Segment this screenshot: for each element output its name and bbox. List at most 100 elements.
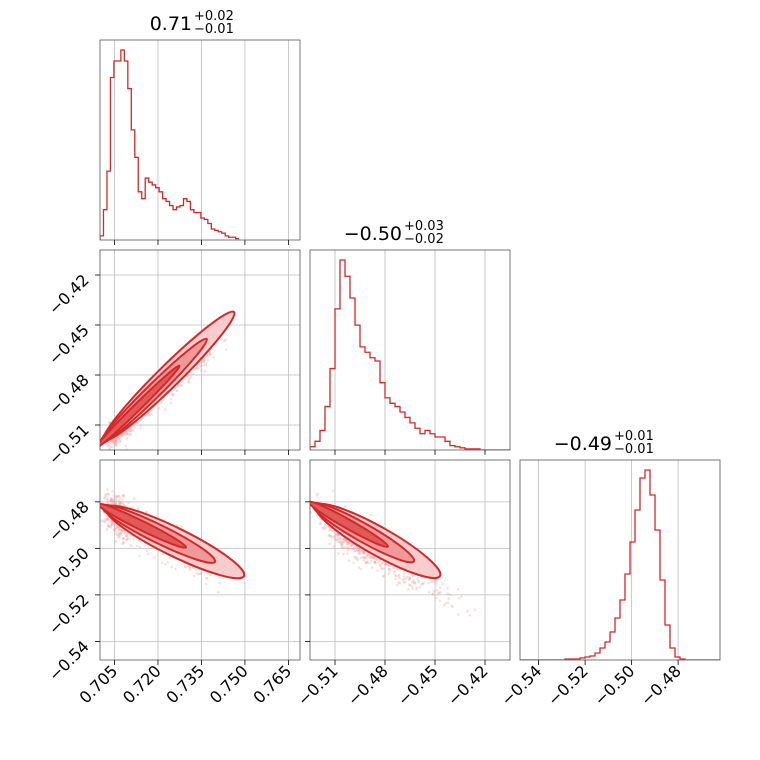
density-region xyxy=(100,488,246,594)
x-tick-label: −0.52 xyxy=(544,661,592,709)
scatter-point xyxy=(114,501,117,504)
scatter-point xyxy=(197,572,200,576)
scatter-point xyxy=(140,418,143,421)
scatter-point xyxy=(337,552,340,555)
scatter-point xyxy=(188,567,191,570)
scatter-point xyxy=(143,544,147,547)
scatter-point xyxy=(198,362,201,365)
scatter-point xyxy=(358,548,362,551)
scatter-point xyxy=(126,429,129,433)
scatter-point xyxy=(408,584,412,587)
scatter-point xyxy=(346,541,350,544)
scatter-point xyxy=(343,538,347,542)
histogram-panel-1: −0.50 +0.03−0.02 xyxy=(309,219,511,455)
scatter-point xyxy=(115,438,118,442)
scatter-point xyxy=(166,561,170,564)
scatter-point xyxy=(196,366,200,370)
scatter-point xyxy=(368,555,372,559)
scatter-point xyxy=(119,440,122,443)
scatter-point xyxy=(375,558,379,562)
x-tick-label: −0.45 xyxy=(394,661,442,709)
scatter-point xyxy=(146,552,150,556)
scatter-point xyxy=(446,601,450,605)
scatter-point xyxy=(118,503,122,506)
scatter-point xyxy=(404,581,407,584)
scatter-point xyxy=(361,549,364,553)
scatter-point xyxy=(386,563,390,566)
scatter-point xyxy=(135,421,139,424)
scatter-point xyxy=(336,533,339,536)
scatter-point xyxy=(122,431,125,435)
scatter-point xyxy=(111,440,114,444)
scatter-point xyxy=(392,566,396,569)
x-tick-label: −0.54 xyxy=(497,661,545,709)
scatter-point xyxy=(195,571,199,575)
scatter-point xyxy=(323,523,327,527)
scatter-point xyxy=(408,576,412,579)
scatter-point xyxy=(374,562,377,565)
scatter-point xyxy=(106,444,110,447)
scatter-point xyxy=(114,438,118,442)
scatter-point xyxy=(359,567,363,571)
scatter-point xyxy=(105,517,108,521)
grid-lines xyxy=(114,40,289,240)
scatter-point xyxy=(107,443,110,447)
scatter-point xyxy=(218,581,222,585)
scatter-point xyxy=(346,546,350,549)
scatter-point xyxy=(112,494,116,497)
scatter-point xyxy=(353,555,356,559)
scatter-point xyxy=(427,591,431,594)
contour-fill-3 xyxy=(100,365,180,448)
scatter-point xyxy=(121,502,125,505)
scatter-point xyxy=(118,503,121,506)
scatter-point xyxy=(115,499,118,503)
scatter-point xyxy=(121,529,124,532)
scatter-point xyxy=(195,367,199,370)
scatter-point xyxy=(126,534,129,538)
x-tick-label: 0.750 xyxy=(206,661,252,707)
scatter-point xyxy=(435,596,438,600)
scatter-point xyxy=(103,497,106,500)
scatter-point xyxy=(145,510,148,514)
scatter-point xyxy=(324,527,327,530)
scatter-point xyxy=(438,599,442,603)
scatter-point xyxy=(119,435,123,439)
scatter-point xyxy=(107,523,110,526)
scatter-point xyxy=(402,580,405,584)
scatter-point xyxy=(340,546,344,550)
scatter-point xyxy=(359,551,362,554)
scatter-point xyxy=(335,538,339,542)
scatter-point xyxy=(109,499,113,502)
scatter-point xyxy=(180,383,184,387)
scatter-point xyxy=(107,525,111,528)
scatter-point xyxy=(366,560,369,563)
scatter-point xyxy=(117,534,121,537)
scatter-point xyxy=(138,545,142,549)
scatter-point xyxy=(369,553,372,557)
scatter-point xyxy=(346,543,349,546)
scatter-point xyxy=(129,544,133,547)
scatter-point xyxy=(110,522,114,525)
y-tick-label: −0.42 xyxy=(45,270,93,318)
scatter-point xyxy=(364,556,367,560)
scatter-point xyxy=(434,578,437,582)
scatter-point xyxy=(181,380,185,384)
scatter-point xyxy=(397,573,401,577)
param-lower-error: −0.02 xyxy=(404,232,444,247)
scatter-point xyxy=(450,604,453,607)
scatter-point xyxy=(113,522,116,526)
scatter-point xyxy=(113,439,117,442)
scatter-point xyxy=(206,355,209,358)
scatter-point xyxy=(203,369,207,373)
scatter-point xyxy=(171,393,174,397)
scatter-point xyxy=(329,528,333,532)
scatter-point xyxy=(337,536,341,540)
scatter-point xyxy=(168,556,172,560)
scatter-point xyxy=(109,440,112,444)
scatter-point xyxy=(113,529,116,533)
scatter-point xyxy=(375,557,378,561)
scatter-point xyxy=(113,438,117,442)
scatter-point xyxy=(113,499,117,503)
scatter-point xyxy=(112,442,116,445)
y-tick-label: −0.54 xyxy=(45,637,93,685)
